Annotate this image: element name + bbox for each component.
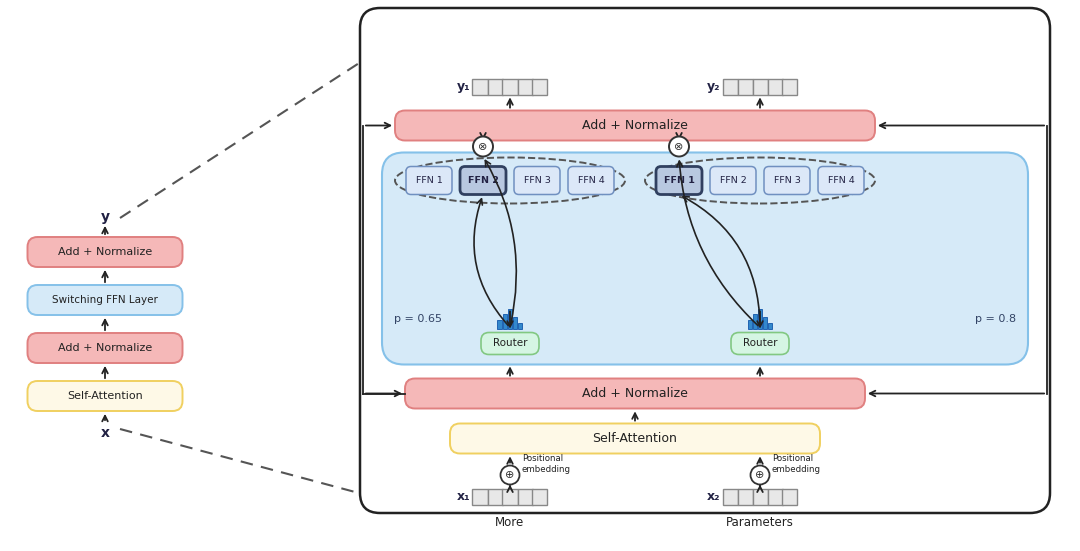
Bar	[472, 78, 487, 95]
Bar	[738, 489, 753, 505]
Circle shape	[500, 466, 519, 484]
Text: ⊗: ⊗	[674, 142, 684, 152]
Text: More: More	[496, 516, 525, 530]
Text: x: x	[100, 426, 109, 440]
Text: Router: Router	[492, 338, 527, 348]
Bar	[783, 78, 797, 95]
FancyBboxPatch shape	[360, 8, 1050, 513]
Text: p = 0.8: p = 0.8	[975, 314, 1016, 323]
Text: FFN 4: FFN 4	[578, 176, 605, 185]
Bar	[768, 322, 772, 328]
Bar	[768, 78, 783, 95]
Text: Positional
embedding: Positional embedding	[522, 454, 571, 474]
Text: ⊕: ⊕	[755, 470, 765, 480]
Bar	[472, 489, 487, 505]
FancyBboxPatch shape	[731, 332, 789, 354]
Bar	[768, 489, 783, 505]
FancyBboxPatch shape	[450, 424, 820, 453]
Circle shape	[473, 137, 492, 156]
FancyBboxPatch shape	[514, 166, 561, 195]
Text: Switching FFN Layer: Switching FFN Layer	[52, 295, 158, 305]
Text: Parameters: Parameters	[726, 516, 794, 530]
Bar	[738, 78, 753, 95]
FancyBboxPatch shape	[27, 237, 183, 267]
Bar	[764, 316, 767, 328]
Bar	[783, 489, 797, 505]
Bar	[498, 320, 502, 328]
Bar	[508, 309, 512, 328]
Circle shape	[669, 137, 689, 156]
FancyBboxPatch shape	[27, 333, 183, 363]
FancyBboxPatch shape	[406, 166, 453, 195]
Text: Add + Normalize: Add + Normalize	[58, 247, 152, 257]
FancyBboxPatch shape	[405, 379, 865, 408]
Bar	[758, 309, 762, 328]
FancyBboxPatch shape	[818, 166, 864, 195]
FancyBboxPatch shape	[382, 153, 1028, 365]
Text: Self-Attention: Self-Attention	[593, 432, 677, 445]
FancyBboxPatch shape	[656, 166, 702, 195]
Text: FFN 3: FFN 3	[524, 176, 551, 185]
FancyBboxPatch shape	[395, 111, 875, 141]
Text: FFN 4: FFN 4	[827, 176, 854, 185]
Text: x₁: x₁	[457, 490, 471, 504]
FancyBboxPatch shape	[481, 332, 539, 354]
Text: FFN 2: FFN 2	[719, 176, 746, 185]
Text: FFN 1: FFN 1	[416, 176, 443, 185]
Text: Router: Router	[743, 338, 778, 348]
Text: y₁: y₁	[457, 80, 471, 93]
FancyBboxPatch shape	[27, 381, 183, 411]
Bar	[517, 78, 532, 95]
Bar	[753, 314, 757, 328]
FancyBboxPatch shape	[710, 166, 756, 195]
Bar	[502, 314, 507, 328]
Text: y₂: y₂	[707, 80, 720, 93]
Text: Self-Attention: Self-Attention	[67, 391, 143, 401]
Text: Add + Normalize: Add + Normalize	[582, 387, 688, 400]
FancyBboxPatch shape	[568, 166, 615, 195]
Text: FFN 1: FFN 1	[663, 176, 694, 185]
Text: x₂: x₂	[707, 490, 720, 504]
Text: ⊕: ⊕	[505, 470, 515, 480]
Text: ⊗: ⊗	[478, 142, 488, 152]
Bar	[487, 489, 502, 505]
Bar	[532, 78, 548, 95]
Bar	[753, 489, 768, 505]
Text: Add + Normalize: Add + Normalize	[58, 343, 152, 353]
Bar	[517, 489, 532, 505]
FancyBboxPatch shape	[764, 166, 810, 195]
Text: FFN 3: FFN 3	[773, 176, 800, 185]
Bar	[513, 316, 517, 328]
Bar	[723, 489, 738, 505]
Text: y: y	[100, 210, 109, 224]
Text: p = 0.65: p = 0.65	[394, 314, 442, 323]
Bar	[487, 78, 502, 95]
Bar	[502, 78, 517, 95]
Bar	[518, 322, 523, 328]
Text: FFN 2: FFN 2	[468, 176, 499, 185]
FancyBboxPatch shape	[460, 166, 507, 195]
Bar	[747, 320, 752, 328]
Circle shape	[751, 466, 769, 484]
FancyBboxPatch shape	[27, 285, 183, 315]
Bar	[532, 489, 548, 505]
Bar	[723, 78, 738, 95]
Text: Add + Normalize: Add + Normalize	[582, 119, 688, 132]
Text: Positional
embedding: Positional embedding	[772, 454, 821, 474]
Bar	[753, 78, 768, 95]
Bar	[502, 489, 517, 505]
